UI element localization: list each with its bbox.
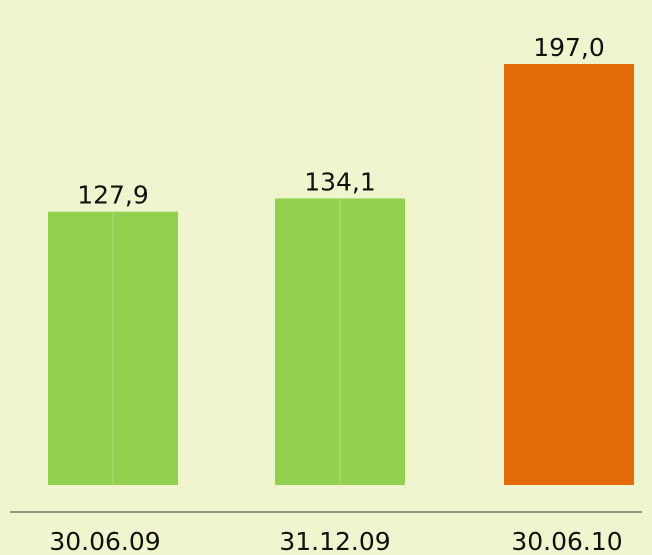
value-label: 127,9 (77, 181, 149, 210)
x-tick-label: 31.12.09 (279, 527, 390, 555)
x-tick-label: 30.06.09 (49, 527, 160, 555)
bar (48, 211, 178, 485)
value-label: 197,0 (533, 33, 605, 62)
value-label: 134,1 (304, 167, 376, 196)
bar (504, 64, 634, 485)
bar (275, 198, 405, 485)
x-tick-label: 30.06.10 (511, 527, 622, 555)
